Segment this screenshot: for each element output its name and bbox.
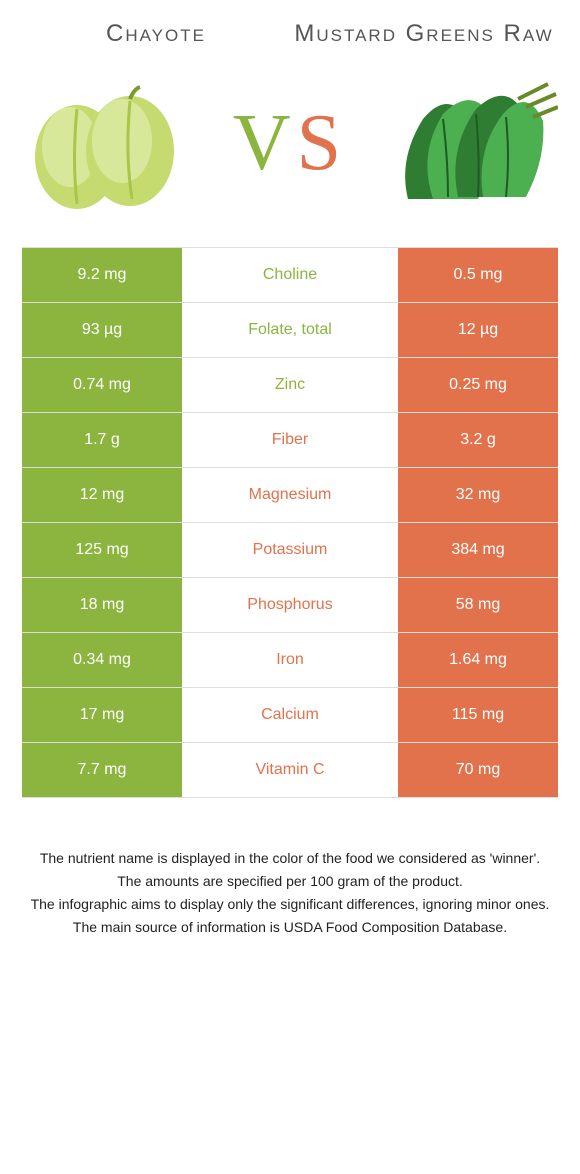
footnote-line: The nutrient name is displayed in the co… (30, 848, 550, 869)
nutrient-table: 9.2 mgCholine0.5 mg93 µgFolate, total12 … (22, 247, 558, 798)
right-value: 384 mg (398, 523, 558, 577)
right-value: 1.64 mg (398, 633, 558, 687)
left-value: 17 mg (22, 688, 182, 742)
vs-label: VS (233, 98, 347, 189)
right-value: 3.2 g (398, 413, 558, 467)
table-row: 18 mgPhosphorus58 mg (22, 578, 558, 633)
nutrient-label: Vitamin C (182, 743, 398, 797)
titles-row: Chayote Mustard Greens Raw (22, 20, 558, 49)
table-row: 17 mgCalcium115 mg (22, 688, 558, 743)
left-value: 18 mg (22, 578, 182, 632)
table-row: 0.34 mgIron1.64 mg (22, 633, 558, 688)
nutrient-label: Potassium (182, 523, 398, 577)
table-row: 12 mgMagnesium32 mg (22, 468, 558, 523)
right-food-title: Mustard Greens Raw (290, 20, 558, 49)
vs-letter-v: V (233, 99, 297, 187)
footnote-line: The main source of information is USDA F… (30, 917, 550, 938)
left-food-image (22, 69, 192, 219)
left-value: 1.7 g (22, 413, 182, 467)
nutrient-label: Fiber (182, 413, 398, 467)
table-row: 1.7 gFiber3.2 g (22, 413, 558, 468)
left-value: 93 µg (22, 303, 182, 357)
nutrient-label: Zinc (182, 358, 398, 412)
left-value: 0.34 mg (22, 633, 182, 687)
right-value: 32 mg (398, 468, 558, 522)
right-value: 58 mg (398, 578, 558, 632)
table-row: 9.2 mgCholine0.5 mg (22, 248, 558, 303)
table-row: 7.7 mgVitamin C70 mg (22, 743, 558, 798)
nutrient-label: Choline (182, 248, 398, 302)
right-value: 0.25 mg (398, 358, 558, 412)
left-value: 9.2 mg (22, 248, 182, 302)
footnotes: The nutrient name is displayed in the co… (22, 848, 558, 960)
left-value: 12 mg (22, 468, 182, 522)
left-value: 125 mg (22, 523, 182, 577)
table-row: 125 mgPotassium384 mg (22, 523, 558, 578)
nutrient-label: Phosphorus (182, 578, 398, 632)
left-value: 0.74 mg (22, 358, 182, 412)
footnote-line: The amounts are specified per 100 gram o… (30, 871, 550, 892)
right-value: 115 mg (398, 688, 558, 742)
right-value: 12 µg (398, 303, 558, 357)
table-row: 93 µgFolate, total12 µg (22, 303, 558, 358)
nutrient-label: Magnesium (182, 468, 398, 522)
vs-letter-s: S (297, 99, 348, 187)
left-food-title: Chayote (22, 20, 290, 49)
table-row: 0.74 mgZinc0.25 mg (22, 358, 558, 413)
nutrient-label: Iron (182, 633, 398, 687)
nutrient-label: Calcium (182, 688, 398, 742)
right-value: 70 mg (398, 743, 558, 797)
hero-row: VS (22, 69, 558, 219)
right-food-image (388, 69, 558, 219)
right-value: 0.5 mg (398, 248, 558, 302)
left-value: 7.7 mg (22, 743, 182, 797)
footnote-line: The infographic aims to display only the… (30, 894, 550, 915)
nutrient-label: Folate, total (182, 303, 398, 357)
